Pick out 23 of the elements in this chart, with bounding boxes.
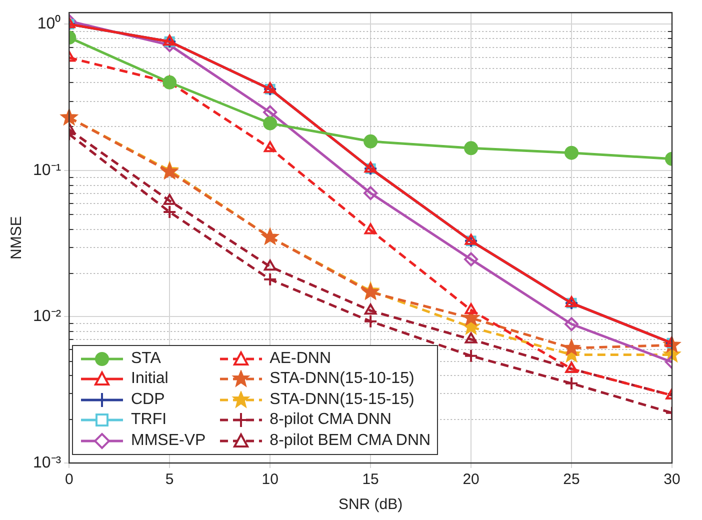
x-tick-label: 30 — [664, 471, 680, 488]
legend-label: MMSE-VP — [131, 432, 206, 450]
legend-label: 8-pilot CMA DNN — [270, 411, 392, 430]
legend-label: Initial — [131, 370, 168, 388]
x-tick-label: 25 — [563, 471, 580, 488]
legend-label: 8-pilot BEM CMA DNN — [270, 432, 431, 450]
legend-label: TRFI — [131, 411, 167, 430]
y-tick-label: 10⁻³ — [33, 454, 62, 472]
y-axis-title: NMSE — [8, 216, 26, 260]
y-tick-label: 10⁻² — [33, 308, 62, 326]
x-tick-label: 15 — [362, 471, 379, 488]
x-tick-label: 10 — [262, 471, 278, 488]
x-tick-label: 5 — [165, 471, 174, 488]
legend-label: STA-DNN(15-10-15) — [270, 370, 414, 388]
x-axis-title: SNR (dB) — [338, 496, 403, 514]
y-tick-label: 10⁰ — [37, 14, 62, 33]
x-tick-label: 20 — [462, 471, 480, 488]
legend-label: STA — [131, 350, 161, 368]
legend-label: CDP — [131, 390, 165, 409]
x-tick-label: 0 — [64, 471, 74, 488]
y-tick-label: 10⁻¹ — [33, 162, 62, 179]
legend-label: AE-DNN — [270, 350, 332, 368]
legend-label: STA-DNN(15-15-15) — [270, 390, 414, 409]
